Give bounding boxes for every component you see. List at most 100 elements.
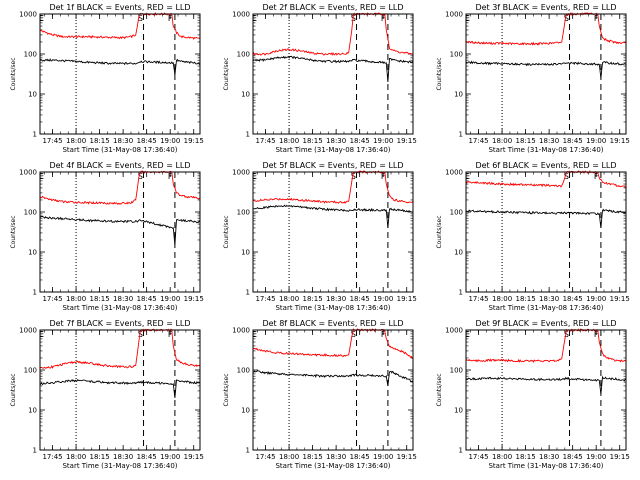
events-series-line [39, 379, 201, 399]
y-tick-label: 1000 [232, 327, 250, 335]
events-series-line [465, 60, 627, 79]
x-tick-label: 18:30 [326, 295, 346, 303]
marker-label: S [564, 172, 569, 181]
y-tick-label: 100 [237, 51, 250, 59]
marker-label: S [138, 330, 143, 339]
x-tick-label: 17:45 [42, 137, 62, 145]
x-tick-label: 17:45 [468, 295, 488, 303]
events-series-line [252, 370, 414, 386]
y-tick-label: 10 [241, 407, 250, 415]
plot-frame [39, 329, 201, 451]
marker-label: E [252, 330, 257, 339]
y-axis-label: Counts/sec [10, 373, 17, 406]
marker-label: S [564, 330, 569, 339]
y-tick-label: 1000 [19, 327, 37, 335]
y-axis-label: Counts/sec [436, 57, 443, 90]
x-tick-label: 17:45 [468, 453, 488, 461]
marker-label: F [381, 172, 386, 181]
y-tick-label: 1000 [19, 169, 37, 177]
x-tick-label: 17:45 [255, 295, 275, 303]
x-axis-label: Start Time (31-May-08 17:36:40) [62, 304, 177, 312]
marker-label: E [252, 14, 257, 23]
y-tick-label: 1 [246, 289, 250, 297]
x-tick-label: 19:00 [373, 295, 393, 303]
marker-label: F [594, 172, 599, 181]
plot-frame [252, 13, 414, 135]
marker-label: E [465, 14, 470, 23]
chart-title: Det 7f BLACK = Events, RED = LLD [49, 319, 190, 328]
x-axis-label: Start Time (31-May-08 17:36:40) [488, 462, 603, 470]
x-axis-label: Start Time (31-May-08 17:36:40) [62, 462, 177, 470]
x-tick-label: 18:15 [516, 453, 536, 461]
y-tick-label: 1000 [232, 169, 250, 177]
x-tick-label: 17:45 [468, 137, 488, 145]
y-tick-label: 1 [33, 447, 37, 455]
x-axis-label: Start Time (31-May-08 17:36:40) [275, 462, 390, 470]
x-tick-label: 19:15 [397, 453, 417, 461]
y-tick-label: 10 [454, 249, 463, 257]
marker-label: E [465, 330, 470, 339]
marker-label: F [168, 172, 173, 181]
chart-panel: Det 1f BLACK = Events, RED = LLD Counts/s… [10, 3, 204, 154]
lld-series-line [252, 12, 414, 56]
x-tick-label: 18:30 [326, 137, 346, 145]
x-axis-label: Start Time (31-May-08 17:36:40) [275, 146, 390, 154]
x-tick-label: 18:45 [563, 295, 583, 303]
x-axis-label: Start Time (31-May-08 17:36:40) [488, 304, 603, 312]
y-tick-label: 100 [24, 209, 37, 217]
chart-panel: Det 3f BLACK = Events, RED = LLD Counts/s… [436, 3, 630, 154]
x-tick-label: 19:00 [160, 453, 180, 461]
events-series-line [465, 375, 627, 395]
chart-panel: Det 5f BLACK = Events, RED = LLD Counts/s… [223, 161, 417, 312]
events-series-line [252, 55, 414, 83]
x-tick-label: 18:45 [563, 453, 583, 461]
chart-title: Det 3f BLACK = Events, RED = LLD [475, 3, 616, 12]
marker-label: F [381, 14, 386, 23]
chart-title: Det 8f BLACK = Events, RED = LLD [262, 319, 403, 328]
marker-label: S [351, 172, 356, 181]
y-axis-label: Counts/sec [436, 215, 443, 248]
y-tick-label: 10 [241, 91, 250, 99]
x-tick-label: 17:45 [42, 453, 62, 461]
x-axis-label: Start Time (31-May-08 17:36:40) [275, 304, 390, 312]
x-tick-label: 19:15 [397, 295, 417, 303]
lld-series-line [465, 328, 627, 363]
lld-series-line [39, 170, 201, 205]
y-tick-label: 100 [237, 209, 250, 217]
y-tick-label: 10 [241, 249, 250, 257]
x-tick-label: 19:15 [184, 453, 204, 461]
lld-series-line [39, 328, 201, 369]
x-axis-label: Start Time (31-May-08 17:36:40) [488, 146, 603, 154]
marker-label: E [465, 172, 470, 181]
y-tick-label: 1 [33, 289, 37, 297]
x-tick-label: 18:30 [539, 453, 559, 461]
chart-panel: Det 7f BLACK = Events, RED = LLD Counts/s… [10, 319, 204, 470]
plot-frame [252, 171, 414, 293]
marker-label: E [39, 172, 44, 181]
y-tick-label: 10 [454, 91, 463, 99]
x-tick-label: 18:00 [492, 295, 512, 303]
y-tick-label: 10 [454, 407, 463, 415]
y-axis-label: Counts/sec [223, 57, 230, 90]
y-tick-label: 1 [246, 447, 250, 455]
marker-label: S [138, 172, 143, 181]
y-tick-label: 100 [24, 367, 37, 375]
y-tick-label: 1 [459, 447, 463, 455]
x-tick-label: 19:15 [184, 295, 204, 303]
marker-label: F [168, 330, 173, 339]
x-tick-label: 18:00 [279, 295, 299, 303]
x-tick-label: 19:15 [397, 137, 417, 145]
x-tick-label: 18:15 [90, 453, 110, 461]
y-tick-label: 1000 [445, 169, 463, 177]
marker-label: E [39, 330, 44, 339]
y-tick-label: 100 [450, 367, 463, 375]
x-tick-label: 19:15 [610, 453, 630, 461]
y-tick-label: 100 [450, 209, 463, 217]
chart-title: Det 6f BLACK = Events, RED = LLD [475, 161, 616, 170]
x-tick-label: 18:15 [90, 295, 110, 303]
x-tick-label: 19:15 [610, 295, 630, 303]
chart-title: Det 2f BLACK = Events, RED = LLD [262, 3, 403, 12]
x-tick-label: 18:00 [66, 453, 86, 461]
x-tick-label: 18:00 [492, 453, 512, 461]
